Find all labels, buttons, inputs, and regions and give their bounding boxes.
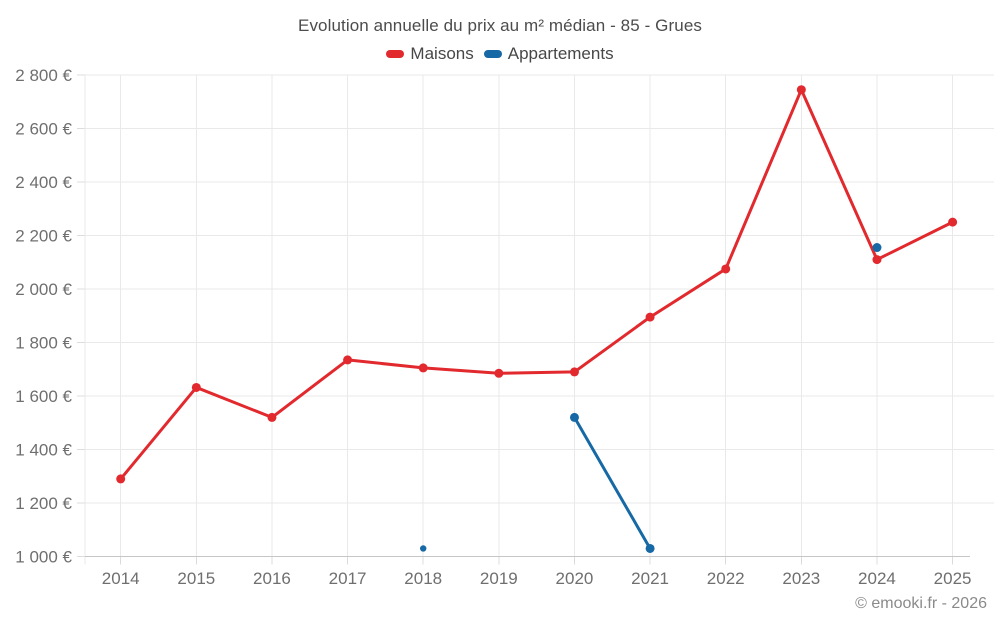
data-point-maisons-2025[interactable] (948, 217, 958, 227)
legend-label-maisons: Maisons (410, 44, 474, 63)
x-axis-label: 2018 (404, 569, 442, 588)
y-axis-label: 2 600 € (15, 119, 72, 138)
data-point-maisons-2024[interactable] (872, 255, 882, 265)
x-axis-label: 2015 (177, 569, 215, 588)
x-axis-label: 2022 (707, 569, 745, 588)
series-line-maisons (119, 88, 955, 481)
x-axis-label: 2017 (329, 569, 367, 588)
x-axis-label: 2019 (480, 569, 518, 588)
x-axis-label: 2025 (934, 569, 972, 588)
data-point-maisons-2021[interactable] (645, 312, 655, 322)
y-axis-label: 1 200 € (15, 494, 72, 513)
data-point-maisons-2016[interactable] (267, 412, 277, 422)
legend-label-appartements: Appartements (507, 44, 614, 63)
x-axis-label: 2020 (556, 569, 594, 588)
legend-marker-maisons (386, 50, 405, 58)
y-axis-label: 2 800 € (15, 66, 72, 85)
data-point-maisons-2019[interactable] (494, 368, 504, 378)
legend-item-appartements[interactable]: Appartements (483, 44, 614, 64)
data-point-appartements-2021[interactable] (645, 543, 655, 553)
x-axis-label: 2014 (102, 569, 140, 588)
y-axis-label: 1 000 € (15, 547, 72, 566)
data-point-appartements-2024[interactable] (872, 243, 882, 253)
data-point-maisons-2022[interactable] (721, 264, 731, 274)
data-point-maisons-2015[interactable] (191, 382, 201, 392)
data-point-maisons-2017[interactable] (343, 355, 353, 365)
legend-item-maisons[interactable]: Maisons (386, 44, 474, 64)
legend: Maisons Appartements (0, 44, 1000, 64)
y-axis-label: 2 400 € (15, 173, 72, 192)
data-point-appartements-2020[interactable] (569, 412, 579, 422)
x-axis-label: 2021 (631, 569, 669, 588)
attribution-text: © emooki.fr - 2026 (855, 595, 987, 612)
legend-marker-appartements (483, 50, 502, 58)
x-axis-label: 2023 (782, 569, 820, 588)
chart-title: Evolution annuelle du prix au m² médian … (298, 16, 702, 35)
data-point-maisons-2014[interactable] (116, 474, 126, 484)
data-point-maisons-2020[interactable] (569, 367, 579, 377)
x-axis-label: 2016 (253, 569, 291, 588)
y-axis-label: 1 400 € (15, 440, 72, 459)
y-axis-label: 1 600 € (15, 387, 72, 406)
data-point-appartements-2018[interactable] (420, 545, 427, 552)
data-point-maisons-2023[interactable] (796, 85, 806, 95)
data-point-maisons-2018[interactable] (418, 363, 428, 373)
y-axis-label: 1 800 € (15, 333, 72, 352)
y-axis-label: 2 200 € (15, 226, 72, 245)
series-line-appartements (572, 415, 652, 550)
y-axis-label: 2 000 € (15, 280, 72, 299)
x-axis-label: 2024 (858, 569, 896, 588)
